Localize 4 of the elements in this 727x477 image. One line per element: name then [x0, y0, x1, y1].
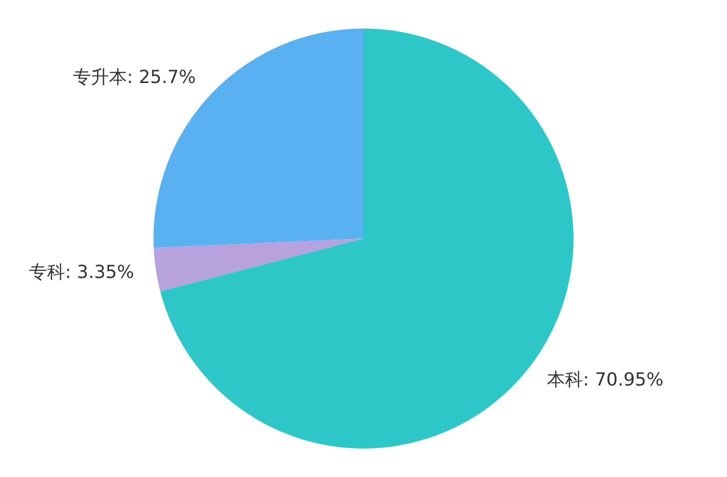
slice-label: 专升本: 25.7%	[72, 67, 196, 88]
slice-label: 专科: 3.35%	[29, 262, 134, 283]
slice-label: 本科: 70.95%	[547, 369, 664, 390]
pie-slice	[154, 238, 364, 292]
